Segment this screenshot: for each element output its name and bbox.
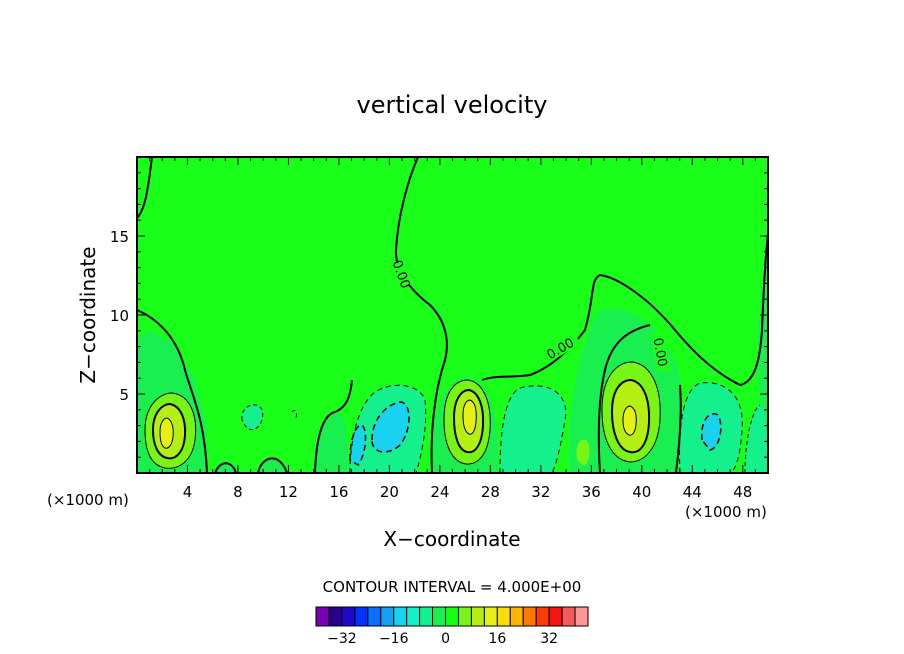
x-tick-label: 32 — [531, 483, 550, 501]
colorbar-swatch — [406, 606, 421, 627]
contour-fill-region — [463, 400, 477, 435]
contour-fill-region — [241, 404, 263, 430]
colorbar-swatch — [419, 606, 434, 627]
colorbar-swatch — [496, 606, 511, 627]
colorbar-swatch — [509, 606, 524, 627]
x-axis: 4 8 12 16 20 24 28 32 36 40 44 48 — [149, 157, 756, 501]
contour-line — [151, 402, 187, 460]
negative-contour-line — [349, 424, 367, 466]
contour-fill-region — [315, 412, 350, 473]
colorbar-labels: −32 −16 0 16 32 — [327, 631, 558, 647]
x-axis-label: X−coordinate — [383, 527, 520, 551]
contour-line — [443, 379, 491, 465]
colorbar-swatch — [341, 606, 356, 627]
negative-contour-line — [291, 409, 297, 419]
contour-fill-region — [160, 418, 174, 449]
x-tick-label: 16 — [329, 483, 348, 501]
colorbar-label: −16 — [379, 631, 409, 647]
contour-line — [144, 392, 197, 469]
x-tick-label: 48 — [733, 483, 752, 501]
x-tick-label: 24 — [430, 483, 449, 501]
x-tick-label: 44 — [683, 483, 702, 501]
colorbar-swatch — [328, 606, 343, 627]
contour-fill-region — [701, 413, 721, 450]
zero-contour-line — [675, 384, 682, 473]
colorbar-label: −32 — [327, 631, 357, 647]
x-unit-left: (×1000 m) — [47, 491, 129, 509]
contour-line — [159, 417, 174, 449]
zero-contour-line — [257, 457, 288, 473]
colorbar-swatch — [548, 606, 563, 627]
colorbar-swatch — [367, 606, 382, 627]
colorbar-swatch — [483, 606, 498, 627]
colorbar-label: 16 — [488, 631, 506, 647]
y-axis: 5 10 15 — [110, 172, 768, 458]
colorbar-swatch — [315, 606, 330, 627]
contour-fill-region — [745, 405, 768, 473]
negative-contour-line — [349, 384, 427, 473]
contour-line — [610, 378, 651, 454]
y-tick-label: 10 — [110, 307, 129, 325]
x-tick-label: 8 — [233, 483, 243, 501]
zero-contour-line — [394, 157, 448, 473]
zero-contour-line — [137, 157, 153, 219]
x-tick-label: 36 — [582, 483, 601, 501]
colorbar-label: 32 — [540, 631, 558, 647]
chart-title: vertical velocity — [357, 91, 548, 119]
y-axis-label: Z−coordinate — [76, 246, 100, 383]
zero-contour-line — [481, 234, 768, 387]
colorbar-swatch — [457, 606, 472, 627]
negative-contour-line — [679, 382, 743, 473]
colorbar-swatch — [445, 606, 459, 627]
negative-contour-line — [499, 385, 567, 473]
contour-fill-region — [500, 385, 566, 473]
contour-fill-region — [623, 406, 637, 436]
zero-contour-line — [214, 462, 237, 473]
x-unit-right: (×1000 m) — [685, 503, 767, 521]
zero-contour-line — [597, 324, 651, 473]
negative-contour-line — [744, 404, 761, 473]
y-tick-label: 15 — [110, 228, 129, 246]
x-tick-label: 20 — [380, 483, 399, 501]
colorbar-swatch — [432, 606, 447, 627]
colorbar-label: 0 — [441, 631, 450, 647]
y-tick-label: 5 — [119, 386, 129, 404]
contour-fill-region — [576, 439, 590, 466]
contour-fill-region — [372, 402, 409, 452]
negative-contour-line — [241, 404, 264, 431]
contour-line — [622, 405, 637, 436]
negative-contour-line — [701, 413, 722, 451]
plot-area — [137, 157, 768, 473]
colorbar-swatch — [354, 606, 369, 627]
contour-line — [452, 388, 485, 454]
negative-contour-line — [371, 401, 410, 453]
x-tick-label: 28 — [481, 483, 500, 501]
contour-interval-label: CONTOUR INTERVAL = 4.000E+00 — [323, 578, 582, 596]
colorbar-swatch — [561, 606, 576, 627]
contour-line — [462, 399, 477, 435]
colorbar-swatch — [380, 606, 395, 627]
colorbar-swatch — [574, 606, 589, 627]
colorbar-swatch — [522, 606, 537, 627]
x-tick-label: 4 — [183, 483, 193, 501]
x-tick-label: 12 — [279, 483, 298, 501]
contour-label: 0.00 — [650, 337, 670, 368]
colorbar-swatch — [393, 606, 408, 627]
colorbar — [315, 606, 589, 627]
contour-line — [601, 361, 661, 463]
zero-contour-line — [137, 309, 208, 473]
colorbar-swatch — [470, 606, 485, 627]
colorbar-swatch — [535, 606, 550, 627]
zero-contour-line — [314, 379, 353, 473]
x-tick-label: 40 — [632, 483, 651, 501]
